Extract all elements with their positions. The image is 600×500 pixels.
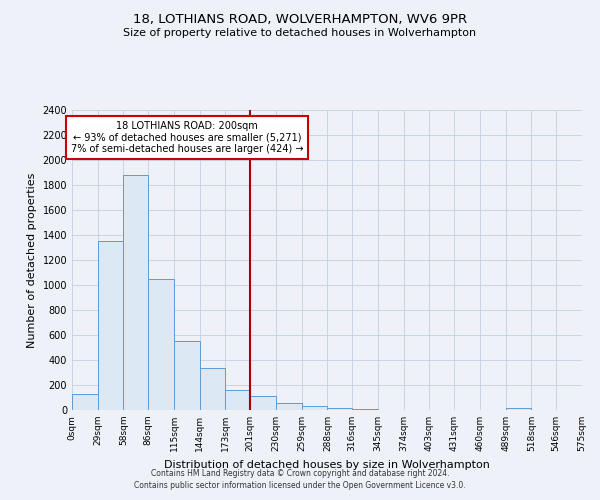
Bar: [506, 408, 532, 410]
Bar: [250, 396, 276, 410]
Text: Contains HM Land Registry data © Crown copyright and database right 2024.: Contains HM Land Registry data © Crown c…: [151, 469, 449, 478]
Bar: [148, 279, 174, 410]
Text: Size of property relative to detached houses in Wolverhampton: Size of property relative to detached ho…: [124, 28, 476, 38]
Bar: [98, 242, 124, 410]
Bar: [302, 406, 328, 410]
Bar: [124, 175, 148, 410]
Bar: [200, 368, 226, 410]
Text: 18, LOTHIANS ROAD, WOLVERHAMPTON, WV6 9PR: 18, LOTHIANS ROAD, WOLVERHAMPTON, WV6 9P…: [133, 12, 467, 26]
Text: 18 LOTHIANS ROAD: 200sqm
← 93% of detached houses are smaller (5,271)
7% of semi: 18 LOTHIANS ROAD: 200sqm ← 93% of detach…: [71, 121, 304, 154]
X-axis label: Distribution of detached houses by size in Wolverhampton: Distribution of detached houses by size …: [164, 460, 490, 469]
Bar: [174, 341, 200, 410]
Bar: [328, 408, 352, 410]
Text: Contains public sector information licensed under the Open Government Licence v3: Contains public sector information licen…: [134, 480, 466, 490]
Bar: [226, 390, 250, 410]
Y-axis label: Number of detached properties: Number of detached properties: [27, 172, 37, 348]
Bar: [276, 402, 302, 410]
Bar: [72, 394, 98, 410]
